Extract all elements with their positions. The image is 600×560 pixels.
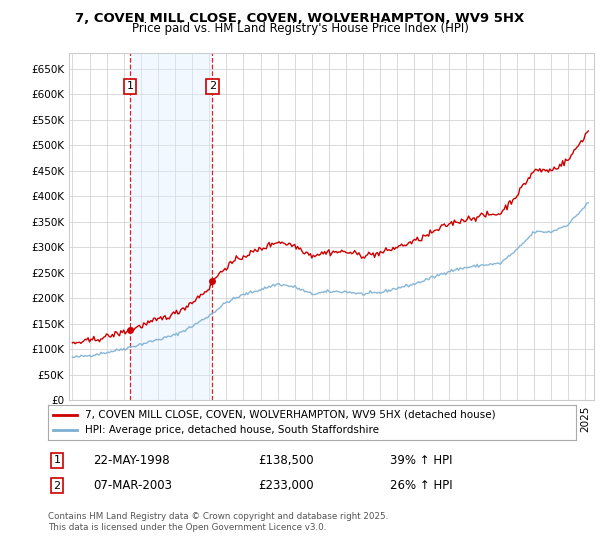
Text: 1: 1 [127, 81, 134, 91]
Text: £138,500: £138,500 [258, 454, 314, 467]
Text: 2: 2 [209, 81, 216, 91]
Text: Price paid vs. HM Land Registry's House Price Index (HPI): Price paid vs. HM Land Registry's House … [131, 22, 469, 35]
Text: 26% ↑ HPI: 26% ↑ HPI [390, 479, 452, 492]
Bar [130, 53, 212, 400]
Text: 7, COVEN MILL CLOSE, COVEN, WOLVERHAMPTON, WV9 5HX (detached house): 7, COVEN MILL CLOSE, COVEN, WOLVERHAMPTO… [85, 409, 496, 419]
Text: 07-MAR-2003: 07-MAR-2003 [93, 479, 172, 492]
Text: 1: 1 [53, 455, 61, 465]
Text: 7, COVEN MILL CLOSE, COVEN, WOLVERHAMPTON, WV9 5HX: 7, COVEN MILL CLOSE, COVEN, WOLVERHAMPTO… [76, 12, 524, 25]
Text: 2: 2 [53, 480, 61, 491]
Text: HPI: Average price, detached house, South Staffordshire: HPI: Average price, detached house, Sout… [85, 425, 379, 435]
Text: 22-MAY-1998: 22-MAY-1998 [93, 454, 170, 467]
Text: 39% ↑ HPI: 39% ↑ HPI [390, 454, 452, 467]
Text: £233,000: £233,000 [258, 479, 314, 492]
Text: Contains HM Land Registry data © Crown copyright and database right 2025.
This d: Contains HM Land Registry data © Crown c… [48, 512, 388, 532]
